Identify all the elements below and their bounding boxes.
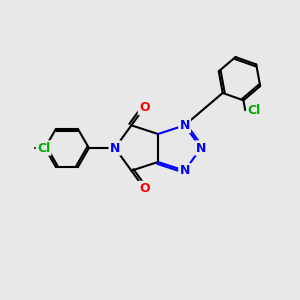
Text: N: N bbox=[179, 119, 190, 132]
Text: Cl: Cl bbox=[37, 142, 50, 154]
Text: Cl: Cl bbox=[247, 104, 260, 117]
Text: N: N bbox=[196, 142, 206, 154]
Text: N: N bbox=[110, 142, 120, 154]
Text: N: N bbox=[179, 164, 190, 177]
Text: O: O bbox=[139, 101, 150, 114]
Text: O: O bbox=[139, 182, 150, 195]
